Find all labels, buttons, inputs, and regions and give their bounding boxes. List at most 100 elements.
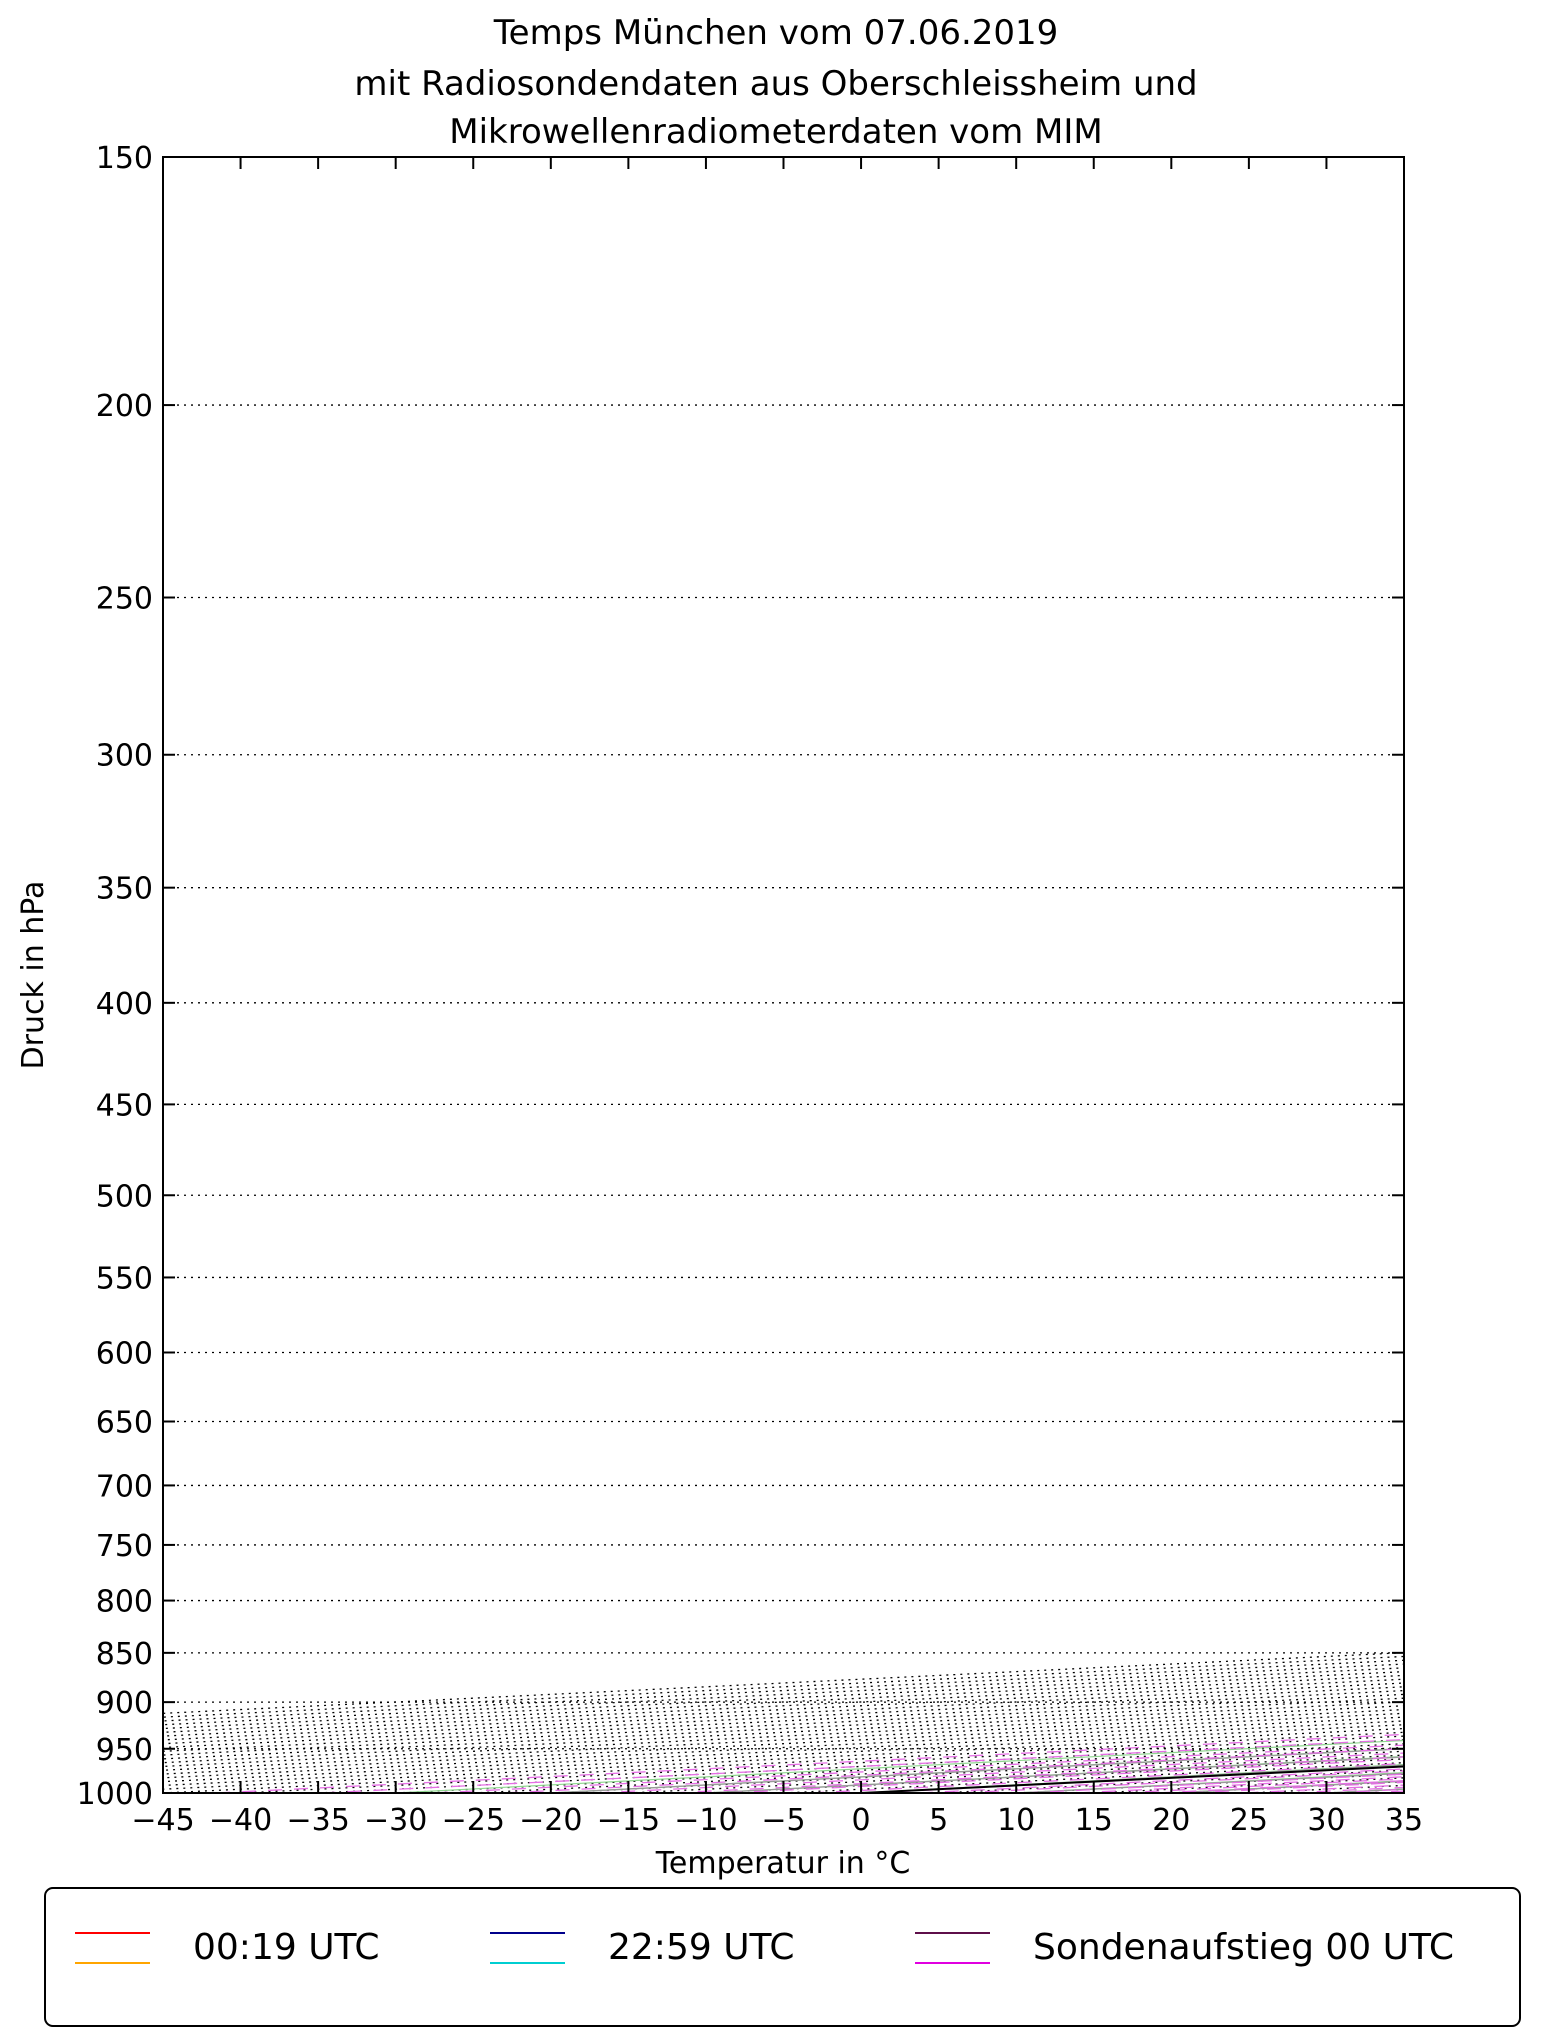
x-tick-label: −30 (364, 1803, 427, 1838)
isotherm-line (939, 157, 1542, 1793)
legend-items: 00:19 UTC 22:59 UTC Sondenaufstieg 00 UTC (75, 1927, 1454, 1968)
mixing-ratio-line (216, 405, 1542, 1793)
y-tick-label: 700 (96, 1469, 153, 1504)
mixing-ratio-line (871, 405, 1542, 1793)
isotherm-line (706, 157, 1542, 1793)
isotherm-line (1094, 157, 1542, 1793)
isotherm-line (1171, 157, 1542, 1793)
y-tick-label: 300 (96, 739, 153, 774)
mixing-ratio-line (728, 405, 1542, 1793)
mixing-ratio-line (1245, 405, 1542, 1793)
isotherm-line (0, 157, 1542, 1793)
mixing-ratio-line (959, 405, 1542, 1793)
isotherm-line (0, 157, 1542, 1793)
moist-adiabat-line (1326, 405, 1542, 1793)
chart-title-line-3: Mikrowellenradiometerdaten vom MIM (449, 112, 1102, 152)
y-tick-label: 250 (96, 582, 153, 617)
mixing-ratio-line (1291, 405, 1542, 1793)
isotherm-line (1482, 157, 1542, 1793)
isotherm-line (784, 157, 1542, 1793)
y-tick-label: 600 (96, 1336, 153, 1371)
mixing-ratio-line (919, 405, 1542, 1793)
moist-adiabat-line (706, 405, 1542, 1793)
mixing-ratio-line (434, 405, 1542, 1793)
isotherm-line (0, 157, 1542, 1793)
y-tick-label: 200 (96, 389, 153, 424)
mixing-ratio-line (1424, 405, 1542, 1793)
isotherm-line (241, 157, 1542, 1793)
isotherm-line (0, 157, 1542, 1793)
y-tick-label: 800 (96, 1585, 153, 1620)
x-tick-label: −15 (597, 1803, 660, 1838)
isotherm-line (0, 157, 1542, 1793)
mixing-ratio-line (1330, 405, 1542, 1793)
isotherm-line (861, 157, 1542, 1793)
isotherm-line (551, 157, 1542, 1793)
moist-adiabat-line (1482, 405, 1542, 1793)
y-tick-label: 500 (96, 1179, 153, 1214)
isotherm-line (85, 157, 1542, 1793)
isotherm-line (1016, 157, 1542, 1793)
legend: 00:19 UTC 22:59 UTC Sondenaufstieg 00 UTC (45, 1888, 1520, 2026)
x-tick-label: −10 (674, 1803, 737, 1838)
moist-adiabat-line (1016, 405, 1542, 1793)
y-tick-label: 400 (96, 987, 153, 1022)
isotherm-line (0, 157, 1542, 1793)
y-tick-label: 550 (96, 1261, 153, 1296)
legend-label: 00:19 UTC (193, 1927, 380, 1968)
isotherm-line (0, 157, 1542, 1793)
dry-adiabat-line (1171, 157, 1542, 1793)
mixing-ratio-line (1156, 405, 1542, 1793)
isotherm-line (318, 157, 1542, 1793)
y-axis-label: Druck in hPa (16, 881, 51, 1070)
isotherm-line (1404, 157, 1542, 1793)
y-tick-label: 900 (96, 1686, 153, 1721)
chart-title-line-2: mit Radiosondendaten aus Oberschleisshei… (354, 64, 1197, 104)
mixing-ratio-line (1119, 405, 1542, 1793)
isotherm-line (0, 157, 1542, 1793)
mixing-ratio-line (1189, 405, 1542, 1793)
moist-adiabat-line (861, 405, 1542, 1793)
isotherm-line (0, 157, 1542, 1793)
legend-label: 22:59 UTC (608, 1927, 795, 1968)
isotherm-line (396, 157, 1542, 1793)
y-tick-label: 850 (96, 1637, 153, 1672)
dry-adiabat-line (1016, 157, 1542, 1793)
isotherm-line (0, 157, 1542, 1793)
isotherm-line (8, 157, 1542, 1793)
isotherm-line (1249, 157, 1542, 1793)
x-tick-label: −35 (286, 1803, 349, 1838)
plot-frame (163, 157, 1404, 1793)
isotherm-line (0, 157, 1542, 1793)
dry-adiabat-line (396, 157, 1542, 1793)
mixing-ratio-line (1076, 405, 1542, 1793)
dry-adiabat-line (861, 157, 1542, 1793)
isotherm-line (0, 157, 1542, 1793)
y-tick-label: 950 (96, 1733, 153, 1768)
dry-adiabat-line (1482, 157, 1542, 1793)
mixing-ratio-line (810, 405, 1542, 1793)
legend-label: Sondenaufstieg 00 UTC (1033, 1927, 1454, 1968)
dry-adiabat-line (1326, 157, 1542, 1793)
y-tick-label: 650 (96, 1406, 153, 1441)
x-tick-label: −40 (209, 1803, 272, 1838)
mixing-ratio-line (1024, 405, 1542, 1793)
isotherm-line (0, 157, 1542, 1793)
mixing-ratio-line (595, 405, 1542, 1793)
moist-adiabat-line (1171, 405, 1542, 1793)
dry-adiabat-line (551, 157, 1542, 1793)
mixing-ratio-line (1365, 405, 1542, 1793)
x-tick-label: 5 (929, 1803, 948, 1838)
x-axis-label: Temperatur in °C (655, 1846, 911, 1881)
isotherm-line (0, 157, 1542, 1793)
x-tick-label: 0 (852, 1803, 871, 1838)
x-tick-label: −5 (761, 1803, 805, 1838)
x-tick-label: 25 (1230, 1803, 1268, 1838)
mixing-ratio-line (672, 405, 1542, 1793)
isotherm-line (0, 157, 1542, 1793)
isotherm-line (0, 157, 1542, 1793)
x-tick-label: 35 (1385, 1803, 1423, 1838)
